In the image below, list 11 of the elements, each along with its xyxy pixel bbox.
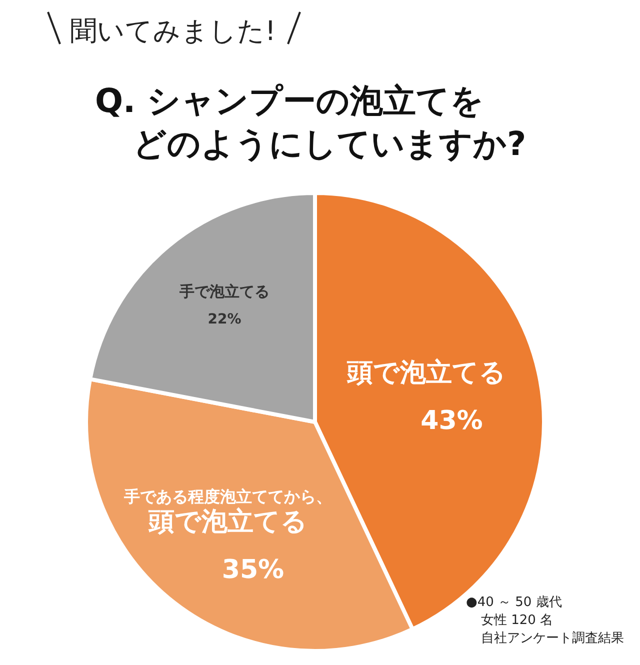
slice-label: 手で泡立てる [178, 282, 270, 301]
chart-subtitle: 聞いてみました! [70, 16, 276, 47]
data-label: 22% [208, 312, 242, 328]
chart-title: Q. シャンプーの泡立てをどのようにしていますか? [95, 81, 526, 163]
text: 女性 120 名 [481, 613, 554, 628]
text: ●40 ～ 50 歳代 [466, 595, 562, 610]
data-label: 43% [420, 406, 483, 436]
data-label: 35% [222, 555, 284, 586]
slice-label: 頭で泡立てる [346, 358, 506, 388]
text: 自社アンケート調査結果 [481, 631, 624, 646]
slice-label: 手である程度泡立ててから、頭で泡立てる [122, 487, 332, 538]
